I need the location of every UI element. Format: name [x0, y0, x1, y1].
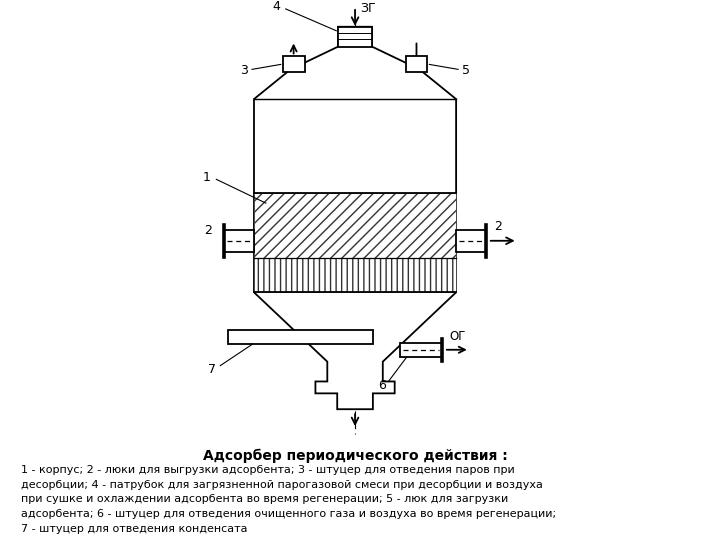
- Bar: [456, 230, 486, 252]
- Text: 5: 5: [462, 64, 470, 77]
- Bar: [254, 258, 456, 292]
- Bar: [283, 57, 305, 72]
- Text: при сушке и охлаждении адсорбента во время регенерации; 5 - люк для загрузки: при сушке и охлаждении адсорбента во вре…: [21, 495, 508, 504]
- Bar: [228, 330, 373, 344]
- Text: 4: 4: [273, 1, 281, 14]
- Text: ОГ: ОГ: [450, 330, 467, 343]
- Text: 2: 2: [494, 220, 502, 233]
- Text: 1: 1: [202, 171, 210, 184]
- Text: 2: 2: [204, 224, 212, 238]
- Text: адсорбента; 6 - штуцер для отведения очищенного газа и воздуха во время регенера: адсорбента; 6 - штуцер для отведения очи…: [21, 509, 557, 519]
- Bar: [400, 343, 442, 357]
- Text: 6: 6: [379, 379, 387, 392]
- Text: 3: 3: [240, 64, 248, 77]
- Text: десорбции; 4 - патрубок для загрязненной парогазовой смеси при десорбции и возду: десорбции; 4 - патрубок для загрязненной…: [21, 480, 543, 490]
- Polygon shape: [254, 27, 456, 409]
- Text: Адсорбер периодического действия :: Адсорбер периодического действия :: [202, 449, 508, 463]
- Text: 7: 7: [208, 363, 216, 376]
- Bar: [254, 193, 456, 258]
- Text: 1 - корпус; 2 - люки для выгрузки адсорбента; 3 - штуцер для отведения паров при: 1 - корпус; 2 - люки для выгрузки адсорб…: [21, 465, 515, 475]
- Bar: [405, 57, 428, 72]
- Text: 7 - штуцер для отведения конденсата: 7 - штуцер для отведения конденсата: [21, 524, 248, 534]
- Text: ЗГ: ЗГ: [360, 2, 376, 16]
- Bar: [224, 230, 254, 252]
- Bar: [338, 27, 372, 46]
